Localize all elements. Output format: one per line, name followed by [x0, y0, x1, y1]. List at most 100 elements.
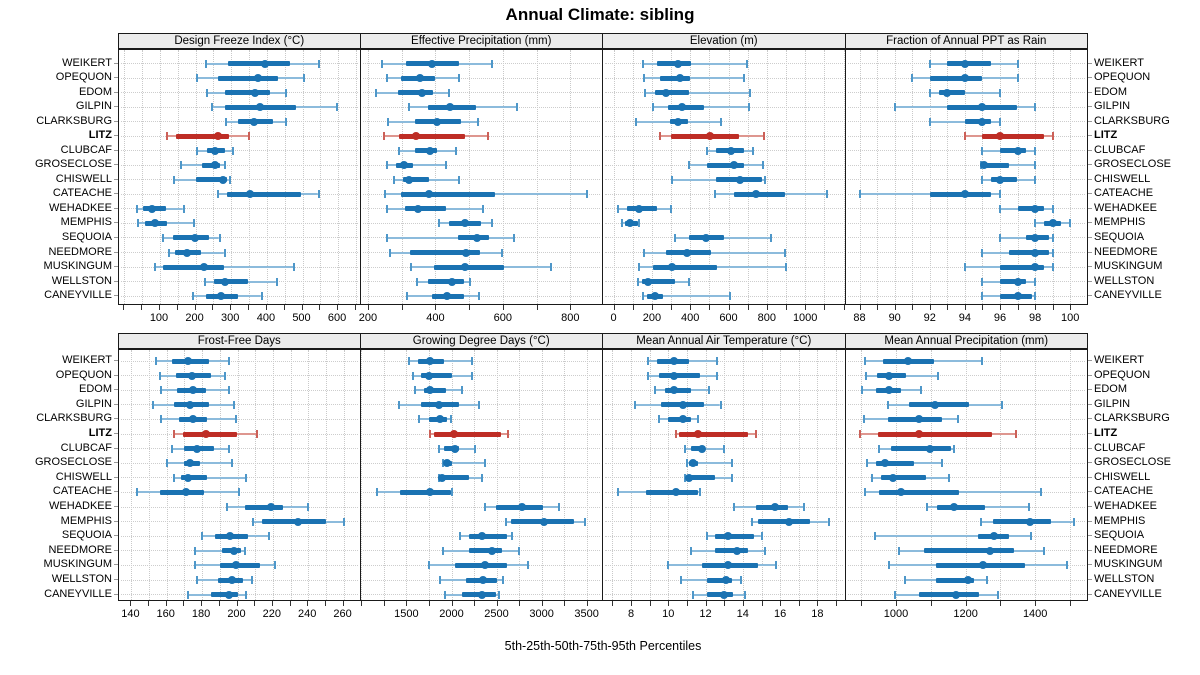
grid-line-vertical [177, 50, 179, 304]
whisker-cap [491, 59, 494, 68]
whisker-cap [928, 59, 931, 68]
whisker-cap [684, 444, 686, 453]
iqr-bar [180, 475, 208, 481]
x-axis-tick [761, 601, 763, 606]
whisker-cap [784, 248, 787, 257]
x-axis-tick [324, 601, 326, 606]
median-dot [896, 488, 905, 497]
whisker-cap [643, 74, 646, 83]
whisker-cap [477, 117, 480, 126]
y-axis-tick [1088, 236, 1092, 238]
grid-line-vertical [451, 350, 453, 600]
panel-body [603, 349, 846, 601]
panel-body [845, 49, 1088, 305]
panel-strip-title: Mean Annual Precipitation (mm) [884, 335, 1049, 347]
y-axis-tick [1088, 178, 1092, 180]
median-dot [979, 561, 987, 570]
y-axis-tick [1088, 447, 1092, 449]
median-dot [479, 576, 487, 584]
x-axis-tick [930, 601, 932, 606]
iqr-bar [414, 148, 438, 154]
whisker-cap [742, 74, 745, 83]
median-dot [952, 590, 961, 599]
whisker-cap [688, 161, 691, 170]
row-grid-line [605, 491, 843, 493]
row-grid-line [847, 179, 1085, 181]
whisker-cap [490, 219, 493, 228]
median-dot [701, 233, 710, 242]
y-axis-tick [1088, 389, 1092, 391]
median-dot [1031, 248, 1040, 257]
whisker-cap [586, 190, 589, 199]
site-label-right: WELLSTON [1094, 573, 1155, 585]
whisker-cap [342, 517, 345, 526]
whisker-cap [1069, 219, 1072, 228]
x-axis-tick-label: 180 [191, 608, 211, 620]
whisker-cap [437, 219, 440, 228]
median-dot [254, 74, 262, 83]
row-grid-line [847, 208, 1085, 210]
row-grid-line [605, 418, 843, 420]
y-axis-tick [1088, 360, 1092, 361]
median-dot [1013, 292, 1022, 300]
whisker-cap [471, 371, 474, 380]
grid-line-vertical [859, 50, 861, 304]
x-axis-tick [805, 305, 807, 310]
row-grid-line [121, 252, 358, 253]
panel-body [845, 349, 1088, 601]
median-dot [978, 103, 987, 112]
median-dot [192, 444, 201, 453]
iqr-bar [924, 548, 1014, 554]
site-label-right: LITZ [1094, 129, 1118, 142]
whisker-cap [155, 357, 158, 365]
median-dot [451, 444, 460, 453]
median-dot [684, 473, 693, 482]
median-dot [428, 59, 436, 68]
whisker-cap [764, 546, 767, 555]
iqr-bar [421, 373, 453, 379]
y-axis-tick [114, 433, 118, 434]
whisker-cap [172, 473, 175, 482]
whisker-cap [284, 117, 287, 126]
x-axis-tick-label: 220 [262, 608, 281, 620]
whisker-cap [136, 204, 139, 213]
whisker-cap [981, 357, 984, 365]
whisker-cap [928, 88, 931, 97]
whisker-cap [388, 248, 391, 257]
grid-line-vertical [570, 50, 572, 304]
whisker-cap [166, 132, 169, 141]
iqr-bar [434, 264, 504, 270]
whisker-cap [863, 357, 866, 365]
whisker-cap [719, 400, 722, 409]
row-grid-line [847, 281, 1085, 282]
median-dot [449, 430, 458, 438]
median-dot [185, 459, 194, 468]
whisker-cap [999, 204, 1001, 213]
row-grid-line [847, 448, 1085, 450]
median-dot [418, 88, 427, 97]
row-grid-line [362, 121, 600, 123]
row-grid-line [605, 521, 843, 523]
x-axis-tick-label: 400 [681, 312, 700, 324]
iqr-bar [397, 90, 433, 96]
x-axis-tick [798, 601, 800, 606]
whisker-cap [460, 386, 463, 395]
percentile-caption: 5th-25th-50th-75th-95th Percentiles [504, 639, 702, 653]
x-axis-tick-label: 14 [736, 608, 749, 620]
iqr-bar [1000, 148, 1027, 154]
panel-strip-title: Elevation (m) [689, 35, 758, 47]
iqr-bar [919, 592, 979, 598]
grid-line-vertical [160, 50, 161, 304]
whisker-cap [667, 561, 670, 570]
x-axis-tick-label: 200 [358, 312, 378, 324]
y-axis-tick [114, 91, 118, 93]
x-axis-tick [728, 305, 730, 310]
row-grid-line [362, 150, 600, 152]
grid-line-vertical [564, 350, 566, 600]
x-axis-tick-label: 8 [627, 608, 635, 620]
whisker-cap [904, 576, 907, 584]
whisker-cap [385, 233, 388, 242]
median-dot [190, 233, 199, 242]
whisker-cap [748, 88, 751, 97]
